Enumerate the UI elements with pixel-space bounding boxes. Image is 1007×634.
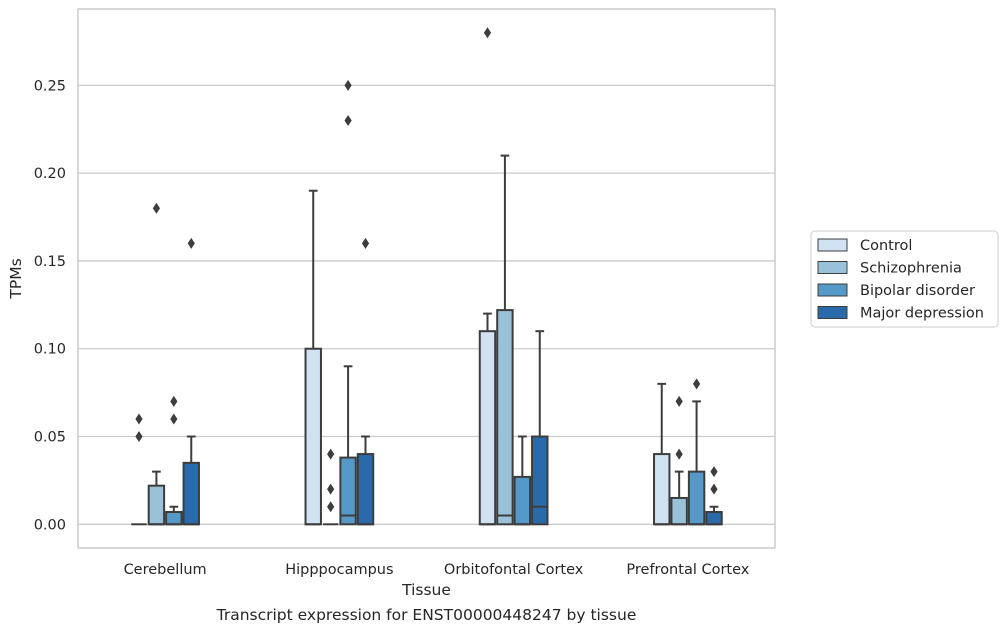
box-body	[653, 453, 671, 526]
box	[670, 395, 688, 526]
outlier-point	[710, 483, 718, 495]
box	[322, 448, 339, 526]
outlier-point	[152, 202, 161, 214]
box-series	[131, 27, 723, 526]
box-body	[165, 511, 183, 526]
box	[339, 79, 357, 526]
box	[165, 395, 183, 526]
box	[356, 237, 375, 526]
x-axis-ticks: Cerebellum Hipppocampus Orbitofontal Corte…	[124, 562, 750, 578]
x-tick-label: Hipppocampus	[285, 562, 393, 578]
box-body	[496, 309, 514, 526]
box	[513, 435, 532, 526]
box-body	[304, 347, 322, 526]
series-control	[131, 27, 671, 526]
y-axis-ticks: 0.00 0.05 0.10 0.15 0.20 0.25	[34, 78, 66, 533]
box-body	[339, 456, 357, 526]
legend-label: Major depression	[860, 306, 984, 322]
legend-label: Schizophrenia	[860, 261, 962, 277]
outlier-point	[135, 431, 143, 443]
series-schizophrenia	[147, 154, 688, 526]
x-axis-label: Tissue	[401, 581, 451, 599]
outlier-point	[344, 79, 352, 91]
legend-item: Control	[817, 238, 912, 254]
box	[131, 413, 147, 526]
y-tick-label: 0.20	[34, 166, 66, 182]
box	[653, 382, 671, 526]
box-body	[687, 470, 706, 526]
outlier-point	[170, 413, 178, 425]
legend-label: Bipolar disorder	[860, 283, 975, 299]
box	[496, 154, 514, 526]
y-tick-label: 0.25	[34, 78, 66, 94]
legend-swatch	[817, 238, 848, 252]
outlier-point	[327, 483, 335, 495]
legend-item: Schizophrenia	[817, 261, 962, 277]
outlier-point	[135, 413, 143, 425]
series-bipolar-disorder	[165, 79, 706, 526]
x-tick-label: Cerebellum	[124, 562, 207, 578]
outlier-point	[170, 395, 178, 407]
box-body	[478, 330, 497, 526]
box-body	[147, 484, 166, 526]
legend-label: Control	[860, 238, 912, 254]
outlier-point	[327, 501, 335, 513]
x-tick-label: Prefrontal Cortex	[626, 562, 749, 578]
box	[478, 27, 497, 526]
legend-item: Major depression	[817, 306, 984, 322]
box-body	[670, 496, 688, 526]
outlier-point	[692, 378, 701, 390]
box-body	[531, 435, 549, 526]
outlier-point	[675, 448, 683, 460]
outlier-point	[710, 466, 718, 478]
outlier-point	[187, 237, 195, 249]
y-tick-label: 0.05	[34, 430, 66, 446]
box-body	[513, 475, 532, 526]
box	[304, 189, 322, 526]
legend-swatch	[817, 261, 848, 274]
y-tick-label: 0.15	[34, 254, 66, 270]
x-tick-label: Orbitofontal Cortex	[444, 562, 584, 578]
legend-swatch	[817, 306, 848, 319]
y-tick-label: 0.10	[34, 342, 66, 358]
box	[531, 330, 549, 526]
box	[705, 466, 723, 526]
series-major-depression	[182, 237, 723, 526]
legend-item: Bipolar disorder	[817, 283, 975, 299]
box	[147, 202, 166, 526]
legend: Control Schizophrenia Bipolar disorder Majo…	[810, 230, 999, 328]
box-body	[182, 461, 200, 526]
figure-caption: Transcript expression for ENST0000044824…	[216, 606, 637, 624]
outlier-point	[483, 27, 492, 39]
box	[687, 378, 706, 526]
box-body	[356, 453, 375, 526]
plot-frame	[77, 8, 776, 549]
outlier-point	[344, 114, 352, 126]
y-axis-label: TPMs	[7, 258, 25, 299]
outlier-point	[675, 395, 683, 407]
box-body	[705, 511, 723, 526]
outlier-point	[327, 448, 335, 460]
outlier-point	[361, 237, 370, 249]
legend-frame	[810, 230, 999, 328]
box	[182, 237, 200, 526]
legend-swatch	[817, 283, 848, 297]
y-tick-label: 0.00	[34, 517, 66, 533]
